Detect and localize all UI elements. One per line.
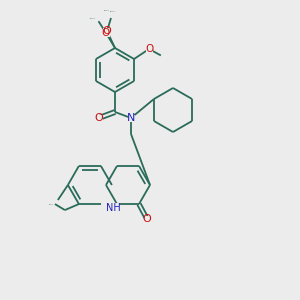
Bar [103, 28, 111, 34]
Bar [95, 115, 103, 122]
Text: O: O [145, 44, 153, 54]
Text: O: O [102, 28, 110, 38]
Text: methyl: methyl [49, 203, 53, 205]
Text: O: O [142, 214, 152, 224]
Bar [146, 46, 153, 52]
Text: NH: NH [106, 203, 120, 213]
Text: methoxy: methoxy [90, 17, 96, 19]
Bar [128, 115, 134, 122]
Bar [103, 29, 110, 37]
Text: N: N [127, 113, 135, 123]
Text: methoxy: methoxy [110, 11, 116, 12]
Bar [143, 216, 151, 223]
Text: methoxy: methoxy [104, 9, 110, 11]
Text: O: O [103, 26, 111, 36]
Bar [107, 203, 119, 211]
Text: O: O [94, 113, 103, 123]
